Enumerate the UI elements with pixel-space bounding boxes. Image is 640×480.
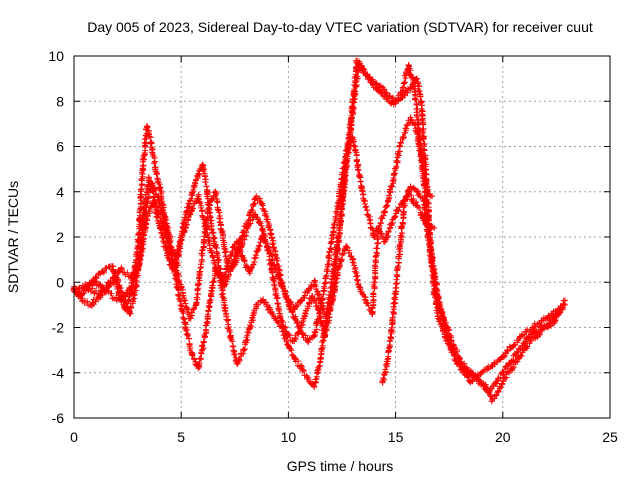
chart-title: Day 005 of 2023, Sidereal Day-to-day VTE… <box>87 19 593 35</box>
data-point <box>182 224 189 231</box>
series-track-5 <box>379 188 438 386</box>
y-tick-label: 8 <box>56 93 64 109</box>
x-tick-label: 0 <box>70 429 78 445</box>
y-tick-label: -6 <box>52 410 65 426</box>
y-tick-label: 10 <box>48 48 64 64</box>
x-tick-label: 15 <box>388 429 404 445</box>
series-layer <box>70 57 568 405</box>
ticks: 0 5 10 15 20 25 -6 -4 -2 0 2 4 6 8 10 <box>48 48 618 445</box>
x-tick-label: 25 <box>602 429 618 445</box>
series-markers <box>70 57 564 405</box>
x-tick-label: 10 <box>281 429 297 445</box>
x-tick-label: 20 <box>495 429 511 445</box>
y-tick-label: 6 <box>56 139 64 155</box>
x-axis-label: GPS time / hours <box>287 458 394 474</box>
grid <box>74 56 610 418</box>
x-tick-label: 5 <box>177 429 185 445</box>
y-tick-label: -2 <box>52 320 65 336</box>
y-tick-label: 2 <box>56 229 64 245</box>
y-tick-label: 0 <box>56 274 64 290</box>
y-tick-label: 4 <box>56 184 64 200</box>
series-track-4 <box>75 183 568 381</box>
series-markers <box>379 188 436 386</box>
y-tick-label: -4 <box>52 365 65 381</box>
y-axis-label: SDTVAR / TECUs <box>5 181 21 293</box>
data-point <box>495 387 502 394</box>
